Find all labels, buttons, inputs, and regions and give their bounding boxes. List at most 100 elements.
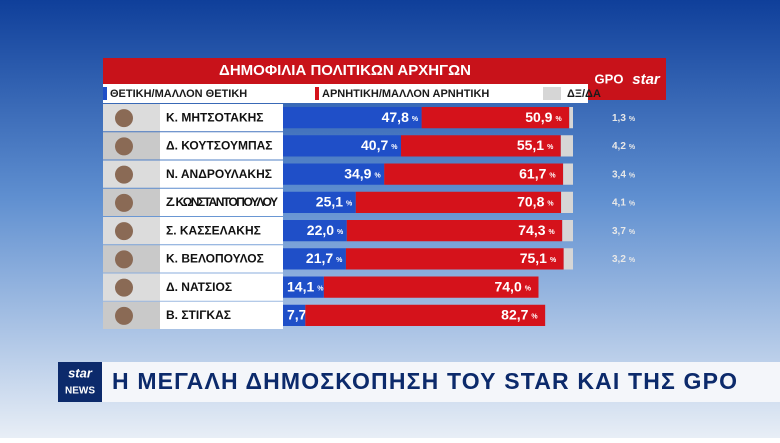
legend-swatch	[543, 87, 561, 100]
legend-swatch	[315, 87, 319, 100]
bar-segment	[283, 191, 356, 213]
photo-face	[115, 193, 133, 212]
bar-segment	[560, 135, 573, 157]
bar-segment	[283, 276, 324, 298]
value-label: 74,0	[494, 278, 521, 294]
value-unit: %	[629, 257, 636, 264]
value-unit: %	[531, 314, 538, 321]
logo-star: star	[632, 71, 661, 88]
category-label: Κ. ΒΕΛΟΠΟΥΛΟΣ	[166, 252, 264, 266]
bar-segment	[569, 107, 573, 129]
category-label: Ζ. ΚΩΝΣΤΑΝΤΟΠΟΥΛΟΥ	[166, 195, 278, 209]
name-box	[160, 188, 283, 216]
value-unit: %	[547, 201, 554, 208]
value-label: 40,7	[361, 137, 388, 153]
photo-face	[115, 137, 133, 156]
bar-segment	[355, 191, 562, 213]
legend-label: ΘΕΤΙΚΗ/ΜΑΛΛΟΝ ΘΕΤΙΚΗ	[110, 88, 247, 100]
legend-swatch	[103, 87, 107, 100]
photo-face	[115, 250, 133, 269]
category-label: Δ. ΝΑΤΣΙΟΣ	[166, 280, 232, 294]
bar-segment	[283, 248, 346, 270]
value-unit: %	[629, 116, 636, 123]
bar-segment	[561, 191, 573, 213]
value-label: 21,7	[306, 250, 333, 266]
value-label: 1,3	[612, 113, 626, 124]
value-label: 22,0	[307, 222, 334, 238]
value-unit: %	[317, 285, 324, 292]
value-label: 3,4	[612, 169, 626, 180]
banner-text: Η ΜΕΓΑΛΗ ΔΗΜΟΣΚΟΠΗΣΗ ΤΟΥ STAR ΚΑΙ ΤΗΣ GP…	[112, 368, 737, 394]
logo-gpo: GPO	[595, 71, 624, 86]
name-box	[160, 104, 283, 132]
banner-logo	[58, 362, 102, 402]
legend-label: ΔΞ/ΔΑ	[567, 88, 601, 100]
title-bar	[103, 58, 610, 84]
value-unit: %	[549, 172, 556, 179]
value-label: 3,7	[612, 226, 626, 237]
banner	[102, 362, 780, 402]
banner-logo-top: star	[68, 365, 93, 380]
chart-title: ΔΗΜΟΦΙΛΙΑ ΠΟΛΙΤΙΚΩΝ ΑΡΧΗΓΩΝ	[219, 62, 471, 79]
name-box	[160, 132, 283, 160]
value-unit: %	[555, 116, 562, 123]
value-label: 47,8	[382, 109, 409, 125]
value-label: 55,1	[517, 137, 544, 153]
bar-segment	[401, 135, 561, 157]
value-label: 50,9	[525, 109, 552, 125]
value-unit: %	[337, 229, 344, 236]
photo-face	[115, 165, 133, 184]
value-unit: %	[629, 172, 636, 179]
value-unit: %	[374, 172, 381, 179]
bar-segment	[283, 304, 306, 326]
category-label: Σ. ΚΑΣΣΕΛΑΚΗΣ	[166, 223, 261, 237]
category-label: Δ. ΚΟΥΤΣΟΥΜΠΑΣ	[166, 139, 272, 153]
value-unit: %	[629, 201, 636, 208]
bar-segment	[283, 163, 385, 185]
value-unit: %	[550, 257, 557, 264]
bar-segment	[421, 107, 570, 129]
value-label: 14,1	[287, 278, 314, 294]
name-box	[160, 245, 283, 273]
name-box	[160, 273, 283, 301]
category-label: Ν. ΑΝΔΡΟΥΛΑΚΗΣ	[166, 167, 272, 181]
value-label: 82,7	[501, 307, 528, 323]
name-box	[160, 301, 283, 329]
value-unit: %	[549, 229, 556, 236]
value-unit: %	[629, 144, 636, 151]
logo-box	[588, 58, 666, 100]
value-label: 7,7	[287, 307, 307, 323]
name-box	[160, 217, 283, 245]
bar-segment	[345, 248, 564, 270]
value-unit: %	[525, 285, 532, 292]
bar-segment	[346, 220, 563, 242]
bar-segment	[283, 220, 347, 242]
value-label: 61,7	[519, 165, 546, 181]
value-label: 25,1	[316, 194, 343, 210]
name-box	[160, 160, 283, 188]
value-label: 75,1	[520, 250, 547, 266]
photo-face	[115, 278, 133, 297]
value-label: 70,8	[517, 194, 544, 210]
bar-segment	[563, 163, 573, 185]
bar-segment	[283, 107, 422, 129]
value-label: 34,9	[344, 165, 371, 181]
photo-face	[115, 306, 133, 325]
value-label: 4,1	[612, 198, 626, 209]
banner-logo-bottom: NEWS	[65, 386, 95, 397]
value-label: 74,3	[518, 222, 545, 238]
value-unit: %	[391, 144, 398, 151]
value-unit: %	[346, 201, 353, 208]
bar-segment	[384, 163, 564, 185]
value-label: 4,2	[612, 141, 626, 152]
bar-segment	[283, 135, 402, 157]
bar-segment	[305, 304, 546, 326]
value-unit: %	[336, 257, 343, 264]
bar-segment	[562, 220, 573, 242]
photo-face	[115, 222, 133, 241]
category-label: Κ. ΜΗΤΣΟΤΑΚΗΣ	[166, 110, 264, 124]
bar-segment	[563, 248, 573, 270]
bar-segment	[323, 276, 539, 298]
photo-face	[115, 109, 133, 128]
